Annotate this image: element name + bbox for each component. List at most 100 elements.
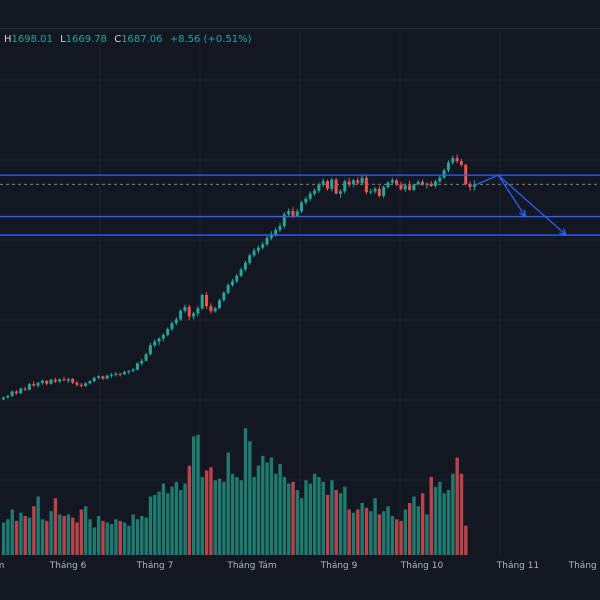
volume-bar — [88, 519, 92, 555]
volume-bar — [75, 522, 79, 555]
candle-body — [442, 170, 446, 178]
candle-body — [218, 300, 221, 309]
volume-bar — [49, 511, 53, 555]
volume-bar — [1, 522, 6, 555]
candle-body — [464, 164, 468, 185]
volume-bar — [248, 441, 252, 555]
volume-bar — [429, 477, 433, 555]
candle-body — [127, 371, 131, 373]
candle-body — [429, 183, 433, 186]
candle-body — [265, 238, 269, 245]
candle-body — [364, 177, 368, 193]
candle-body — [390, 180, 394, 183]
candle-body — [161, 334, 165, 339]
projection-arrowhead — [559, 228, 568, 237]
candle-body — [278, 226, 282, 230]
candle-body — [326, 181, 329, 189]
high-value: 1698.01 — [11, 34, 53, 45]
volume-bar — [127, 525, 131, 555]
volume-bar — [356, 509, 360, 555]
low-label: L — [60, 34, 66, 45]
candle-body — [239, 269, 243, 276]
candle-body — [321, 181, 325, 185]
candle-body — [248, 255, 252, 263]
volume-bar — [459, 473, 464, 555]
candle-body — [179, 310, 183, 320]
volume-bar — [79, 509, 84, 555]
candle-body — [291, 211, 295, 216]
candle-body — [79, 384, 83, 386]
volume-bar — [45, 520, 49, 555]
volume-bar — [101, 520, 105, 555]
projection-2-path — [497, 174, 567, 236]
candle-body — [174, 319, 178, 324]
candle-body — [19, 388, 23, 394]
volume-bar — [166, 493, 170, 555]
candle-body — [313, 190, 317, 194]
candle-body — [300, 202, 304, 212]
volume-bar — [222, 481, 226, 555]
candle-body — [118, 373, 122, 375]
candle-body — [256, 247, 260, 251]
volume-bar — [109, 524, 114, 555]
volume-bar — [105, 522, 109, 555]
volume-bar — [23, 516, 27, 555]
volume-bar — [382, 511, 386, 555]
volume-bar — [92, 527, 97, 555]
x-tick-label: Tháng Tám — [226, 561, 276, 571]
volume-bar — [464, 525, 468, 555]
volume-bar — [321, 481, 325, 555]
candle-body — [75, 382, 79, 385]
candle-body — [2, 397, 5, 400]
close-value: 1687.06 — [121, 34, 163, 45]
high-label: H — [4, 34, 12, 45]
volume-bar — [191, 436, 196, 555]
volume-bar — [364, 507, 369, 555]
volume-bar — [144, 517, 148, 555]
candle-body — [58, 379, 62, 382]
volume-bar — [66, 514, 71, 555]
candle-body — [40, 380, 44, 384]
low-value: 1669.78 — [65, 34, 108, 45]
candle-body — [226, 285, 230, 293]
candle-body — [451, 158, 455, 163]
volume-bar — [40, 519, 45, 555]
volume-bar — [252, 477, 256, 555]
candle-body — [317, 184, 321, 191]
volume-bar — [196, 434, 200, 555]
candle-body — [243, 262, 247, 270]
volume-bar — [96, 516, 101, 555]
candle-body — [334, 179, 338, 194]
candle-body — [45, 380, 49, 384]
volume-bar — [256, 465, 261, 555]
volume-bar — [32, 506, 36, 555]
volume-bar — [442, 493, 446, 555]
candle-body — [192, 313, 196, 317]
volume-bar — [386, 506, 390, 555]
volume-bar — [377, 514, 382, 555]
volume-bar — [131, 514, 135, 555]
volume-bar — [235, 477, 239, 555]
volume-bar — [351, 512, 356, 555]
change-value: +8.56 (+0.51%) — [169, 34, 252, 45]
candle-body — [369, 191, 373, 193]
candle-body — [53, 379, 57, 382]
volume-bar — [179, 490, 183, 555]
volume-bar — [425, 514, 429, 555]
candle-body — [166, 329, 170, 335]
volume-bar — [287, 483, 291, 555]
volume-bar — [334, 490, 338, 555]
volume-bar — [161, 483, 166, 555]
candle-body — [157, 338, 161, 342]
candle-body — [213, 308, 217, 312]
volume-bar — [295, 490, 300, 555]
candle-body — [140, 360, 144, 364]
candle-body — [32, 384, 36, 386]
x-tick-label: Tháng 10 — [400, 561, 444, 571]
x-tick-label: Tháng 9 — [320, 561, 358, 571]
volume-bar — [373, 498, 377, 555]
volume-bar — [451, 473, 455, 555]
candle-body — [373, 188, 377, 192]
